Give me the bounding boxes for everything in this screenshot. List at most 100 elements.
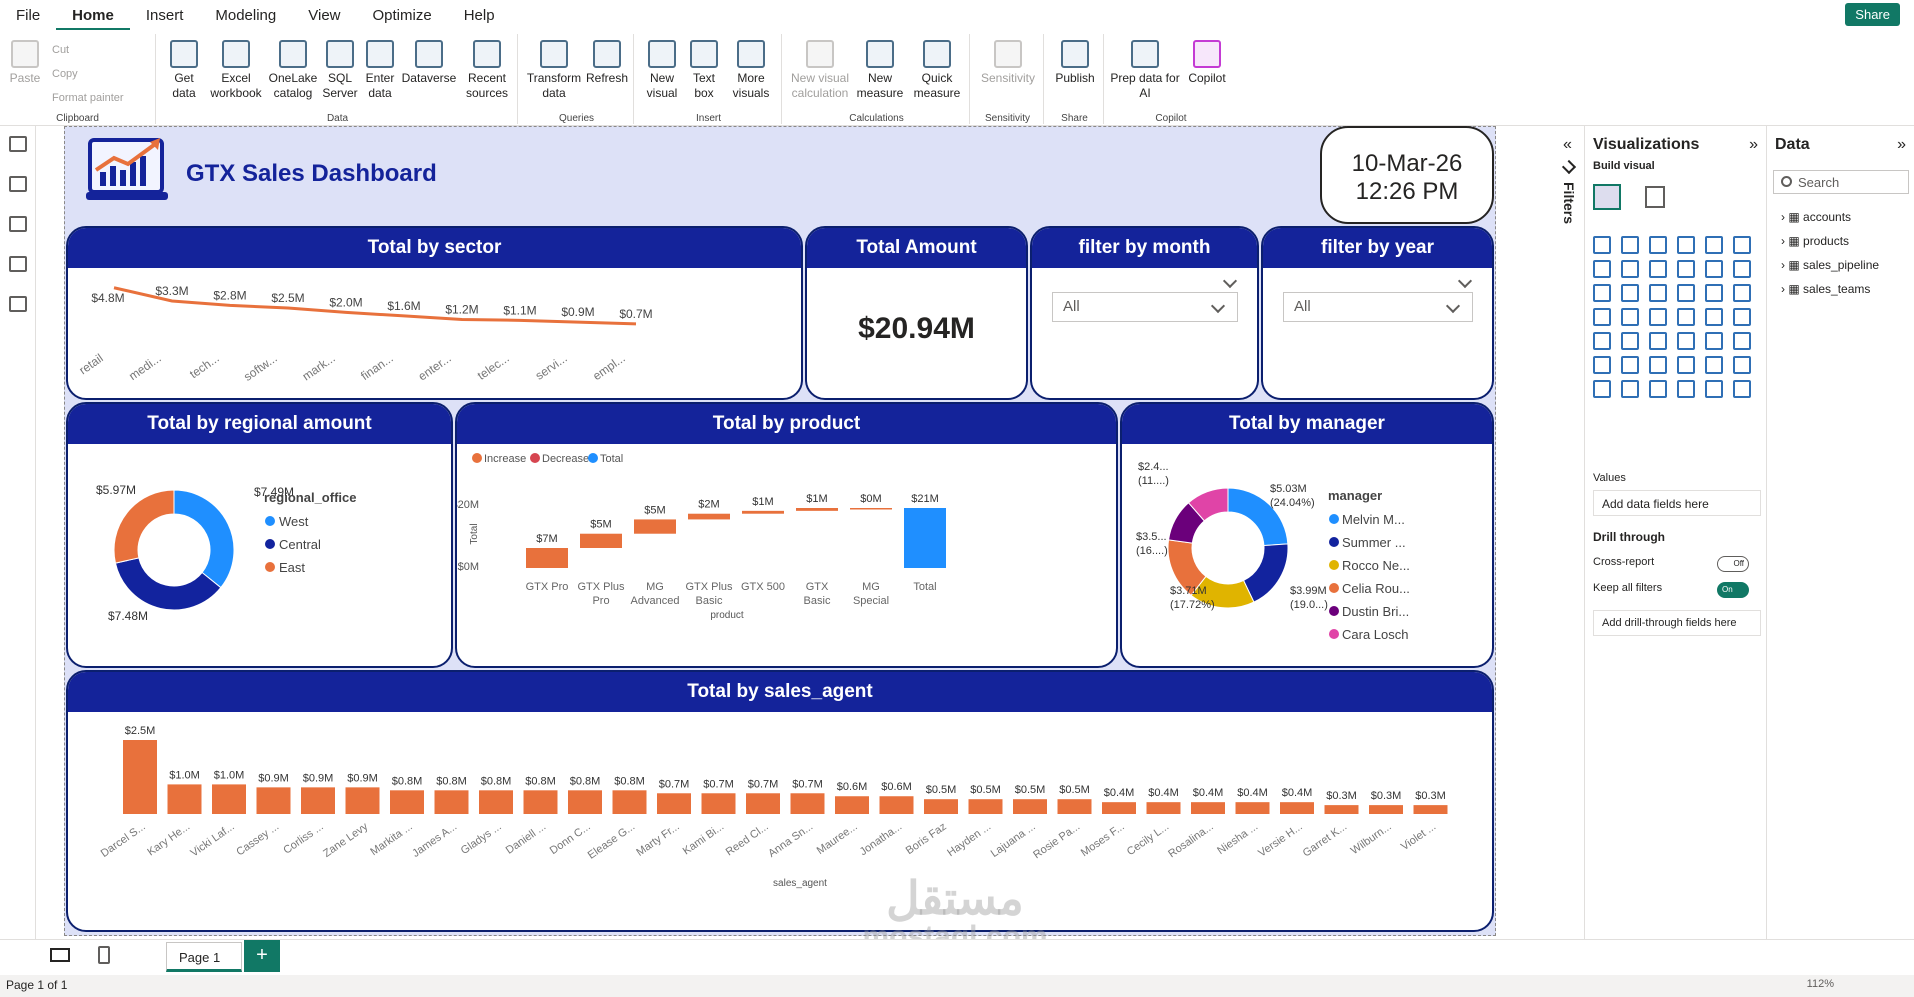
sql-button[interactable]: SQL Server (320, 40, 360, 101)
pie-icon[interactable] (1705, 284, 1723, 302)
refresh-button[interactable]: Refresh (584, 40, 630, 86)
chevron-down-icon[interactable] (1457, 273, 1473, 289)
metrics-icon[interactable] (1593, 380, 1611, 398)
sector-card[interactable]: Total by sector $4.8M retail $3.3M medi... $… (66, 226, 803, 400)
python-visual-icon[interactable] (1621, 356, 1639, 374)
format-visual-icon[interactable] (1645, 186, 1665, 208)
cross-report-toggle[interactable]: Off (1717, 556, 1749, 572)
enter-data-button[interactable]: Enter data (362, 40, 398, 101)
drill-fields-well[interactable]: Add drill-through fields here (1593, 610, 1761, 636)
azure-map-icon[interactable] (1677, 308, 1695, 326)
expand-icon[interactable]: » (1897, 136, 1906, 153)
table-icon[interactable] (1705, 332, 1723, 350)
stacked-area-icon[interactable] (1649, 260, 1667, 278)
key-influencers-icon[interactable] (1649, 356, 1667, 374)
get-data-button[interactable]: Get data (164, 40, 204, 101)
stacked-column-icon[interactable] (1621, 236, 1639, 254)
r-visual-icon[interactable] (1593, 356, 1611, 374)
chevron-down-icon[interactable] (1222, 273, 1238, 289)
regional-card[interactable]: Total by regional amount $7.49M $7.48M $5.… (66, 402, 453, 668)
month-slicer-dropdown[interactable]: All (1052, 292, 1238, 322)
filled-map-icon[interactable] (1649, 308, 1667, 326)
area-icon[interactable] (1621, 260, 1639, 278)
total-amount-card[interactable]: Total Amount $20.94M (805, 226, 1028, 400)
area-100-icon[interactable] (1677, 260, 1695, 278)
publish-button[interactable]: Publish (1050, 40, 1100, 86)
table-products[interactable]: › ▦ products (1781, 234, 1850, 248)
donut-icon[interactable] (1733, 284, 1751, 302)
table-sales-teams[interactable]: › ▦ sales_teams (1781, 282, 1871, 296)
button-slicer-icon[interactable] (1705, 380, 1723, 398)
copilot-button[interactable]: Copilot (1182, 40, 1232, 86)
table-accounts[interactable]: › ▦ accounts (1781, 210, 1852, 224)
dax-query-icon[interactable] (8, 256, 27, 272)
quick-measure-button[interactable]: Quick measure (908, 40, 966, 101)
stacked-bar-icon[interactable] (1593, 236, 1611, 254)
matrix-icon[interactable] (1733, 332, 1751, 350)
mobile-layout-icon[interactable] (98, 946, 110, 964)
add-page-button[interactable]: + (244, 940, 280, 972)
waterfall-icon[interactable] (1621, 284, 1639, 302)
line-column-icon[interactable] (1705, 260, 1723, 278)
zoom-level[interactable]: 112% (1806, 978, 1834, 990)
text-box-button[interactable]: Text box (686, 40, 722, 101)
menu-insert[interactable]: Insert (145, 6, 184, 24)
menu-help[interactable]: Help (463, 6, 495, 24)
filters-pane[interactable]: « Filters (1555, 126, 1585, 939)
format-painter-button[interactable]: Format painter (52, 92, 124, 104)
line-stacked-icon[interactable] (1733, 260, 1751, 278)
table-view-icon[interactable] (8, 176, 27, 192)
new-visual-button[interactable]: New visual (640, 40, 684, 101)
menu-optimize[interactable]: Optimize (372, 6, 432, 24)
report-view-icon[interactable] (8, 136, 27, 152)
keep-filters-toggle[interactable]: On (1717, 582, 1749, 598)
tmdl-view-icon[interactable] (8, 296, 27, 312)
clustered-column-icon[interactable] (1677, 236, 1695, 254)
funnel-icon[interactable] (1649, 284, 1667, 302)
map-icon[interactable] (1621, 308, 1639, 326)
narrative-icon[interactable] (1733, 356, 1751, 374)
new-measure-button[interactable]: New measure (854, 40, 906, 101)
kpi-icon[interactable] (1621, 332, 1639, 350)
paste-button[interactable]: Paste (8, 40, 42, 86)
decomposition-tree-icon[interactable] (1677, 356, 1695, 374)
gauge-icon[interactable] (1705, 308, 1723, 326)
collapse-icon[interactable]: « (1563, 136, 1572, 153)
new-visual-calc-button[interactable]: New visual calculation (788, 40, 852, 101)
treemap-icon[interactable] (1593, 308, 1611, 326)
power-automate-icon[interactable] (1677, 380, 1695, 398)
model-view-icon[interactable] (8, 216, 27, 232)
paginated-icon[interactable] (1621, 380, 1639, 398)
multi-card-icon[interactable] (1593, 332, 1611, 350)
ribbon-icon[interactable] (1593, 284, 1611, 302)
clustered-bar-icon[interactable] (1649, 236, 1667, 254)
menu-view[interactable]: View (308, 6, 341, 24)
column-100-icon[interactable] (1733, 236, 1751, 254)
power-apps-icon[interactable] (1649, 380, 1667, 398)
recent-sources-button[interactable]: Recent sources (460, 40, 514, 101)
new-card-icon[interactable] (1649, 332, 1667, 350)
add-fields-well[interactable]: Add data fields here (1593, 490, 1761, 516)
manager-card[interactable]: Total by manager $5.03M (24.04%) $3.99M (19… (1120, 402, 1494, 668)
sensitivity-button[interactable]: Sensitivity (976, 40, 1040, 86)
excel-button[interactable]: Excel workbook (208, 40, 264, 101)
table-sales-pipeline[interactable]: › ▦ sales_pipeline (1781, 258, 1880, 272)
qa-icon[interactable] (1705, 356, 1723, 374)
more-visuals-button[interactable]: More visuals (724, 40, 778, 101)
scatter-icon[interactable] (1677, 284, 1695, 302)
share-button[interactable]: Share (1845, 3, 1900, 26)
dataverse-button[interactable]: Dataverse (398, 40, 460, 86)
card-icon[interactable] (1733, 308, 1751, 326)
agent-card[interactable]: Total by sales_agent $2.5M Darcel S... $1.… (66, 670, 1494, 932)
tab-page-1[interactable]: Page 1 (166, 942, 242, 972)
cut-button[interactable]: Cut (52, 44, 70, 56)
menu-home[interactable]: Home (56, 0, 130, 31)
onelake-button[interactable]: OneLake catalog (268, 40, 318, 101)
bar-100-icon[interactable] (1705, 236, 1723, 254)
prep-data-button[interactable]: Prep data for AI (1110, 40, 1180, 101)
image-icon[interactable] (1733, 380, 1751, 398)
slicer-icon[interactable] (1677, 332, 1695, 350)
product-card[interactable]: Total by product Increase Decrease Total $2… (455, 402, 1118, 668)
menu-modeling[interactable]: Modeling (215, 6, 277, 24)
build-visual-icon[interactable] (1593, 184, 1621, 210)
